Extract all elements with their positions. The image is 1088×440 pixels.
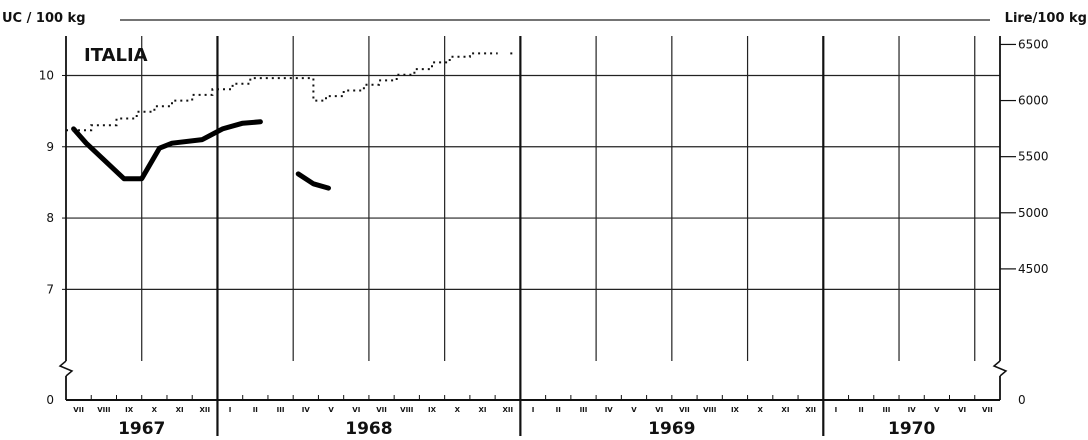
left-zero-label: 0 — [46, 393, 54, 407]
month-label: I — [532, 406, 535, 414]
left-axis-title: UC / 100 kg — [2, 11, 86, 26]
month-label: II — [253, 406, 258, 414]
month-label: II — [859, 406, 864, 414]
right-tick-label: 6000 — [1018, 94, 1049, 108]
month-label: VII — [73, 406, 84, 414]
month-label: V — [328, 406, 334, 414]
right-tick-label: 6500 — [1018, 37, 1049, 51]
month-label: VI — [352, 406, 360, 414]
month-label: X — [152, 406, 158, 414]
month-label: X — [757, 406, 763, 414]
month-label: VII — [982, 406, 993, 414]
left-tick-label: 7 — [46, 282, 54, 296]
month-label: VII — [376, 406, 387, 414]
left-tick-label: 8 — [46, 211, 54, 225]
month-label: IX — [428, 406, 437, 414]
month-label: XII — [200, 406, 211, 414]
month-label: IX — [731, 406, 740, 414]
month-label: V — [631, 406, 637, 414]
right-zero-label: 0 — [1018, 393, 1026, 407]
data-series — [66, 52, 513, 191]
month-label: I — [835, 406, 838, 414]
month-label: V — [934, 406, 940, 414]
right-axis-title: Lire/100 kg — [1005, 11, 1087, 26]
chart-title: ITALIA — [84, 45, 148, 66]
left-tick-label: 9 — [46, 140, 54, 154]
month-label: III — [277, 406, 285, 414]
month-label: VIII — [97, 406, 110, 414]
month-label: II — [556, 406, 561, 414]
right-tick-label: 5500 — [1018, 150, 1049, 164]
month-label: X — [455, 406, 461, 414]
price-line-uc — [295, 171, 331, 191]
month-label: VIII — [703, 406, 716, 414]
left-axis-break — [58, 360, 74, 377]
month-label: IV — [302, 406, 311, 414]
year-label: 1969 — [648, 419, 695, 439]
right-tick-label: 4500 — [1018, 262, 1049, 276]
month-label: I — [229, 406, 232, 414]
month-label: XI — [781, 406, 789, 414]
year-label: 1968 — [345, 419, 392, 439]
month-label: III — [580, 406, 588, 414]
month-label: XI — [176, 406, 184, 414]
price-line-lire — [66, 52, 498, 132]
year-label: 1970 — [888, 419, 935, 439]
month-label: IX — [125, 406, 134, 414]
month-label: IV — [908, 406, 917, 414]
month-label: VI — [655, 406, 663, 414]
right-tick-label: 5000 — [1018, 206, 1049, 220]
axes — [58, 36, 1016, 436]
month-label: III — [882, 406, 890, 414]
month-label: XII — [805, 406, 816, 414]
month-label: VIII — [400, 406, 413, 414]
left-tick-label: 10 — [39, 68, 54, 82]
month-label: IV — [605, 406, 614, 414]
month-label: XI — [479, 406, 487, 414]
year-label: 1967 — [118, 419, 165, 439]
grid-lines — [66, 19, 1000, 361]
month-label: XII — [502, 406, 513, 414]
price-line-uc — [71, 119, 263, 182]
right-axis-break — [992, 360, 1008, 377]
month-label: VII — [679, 406, 690, 414]
month-label: VI — [958, 406, 966, 414]
